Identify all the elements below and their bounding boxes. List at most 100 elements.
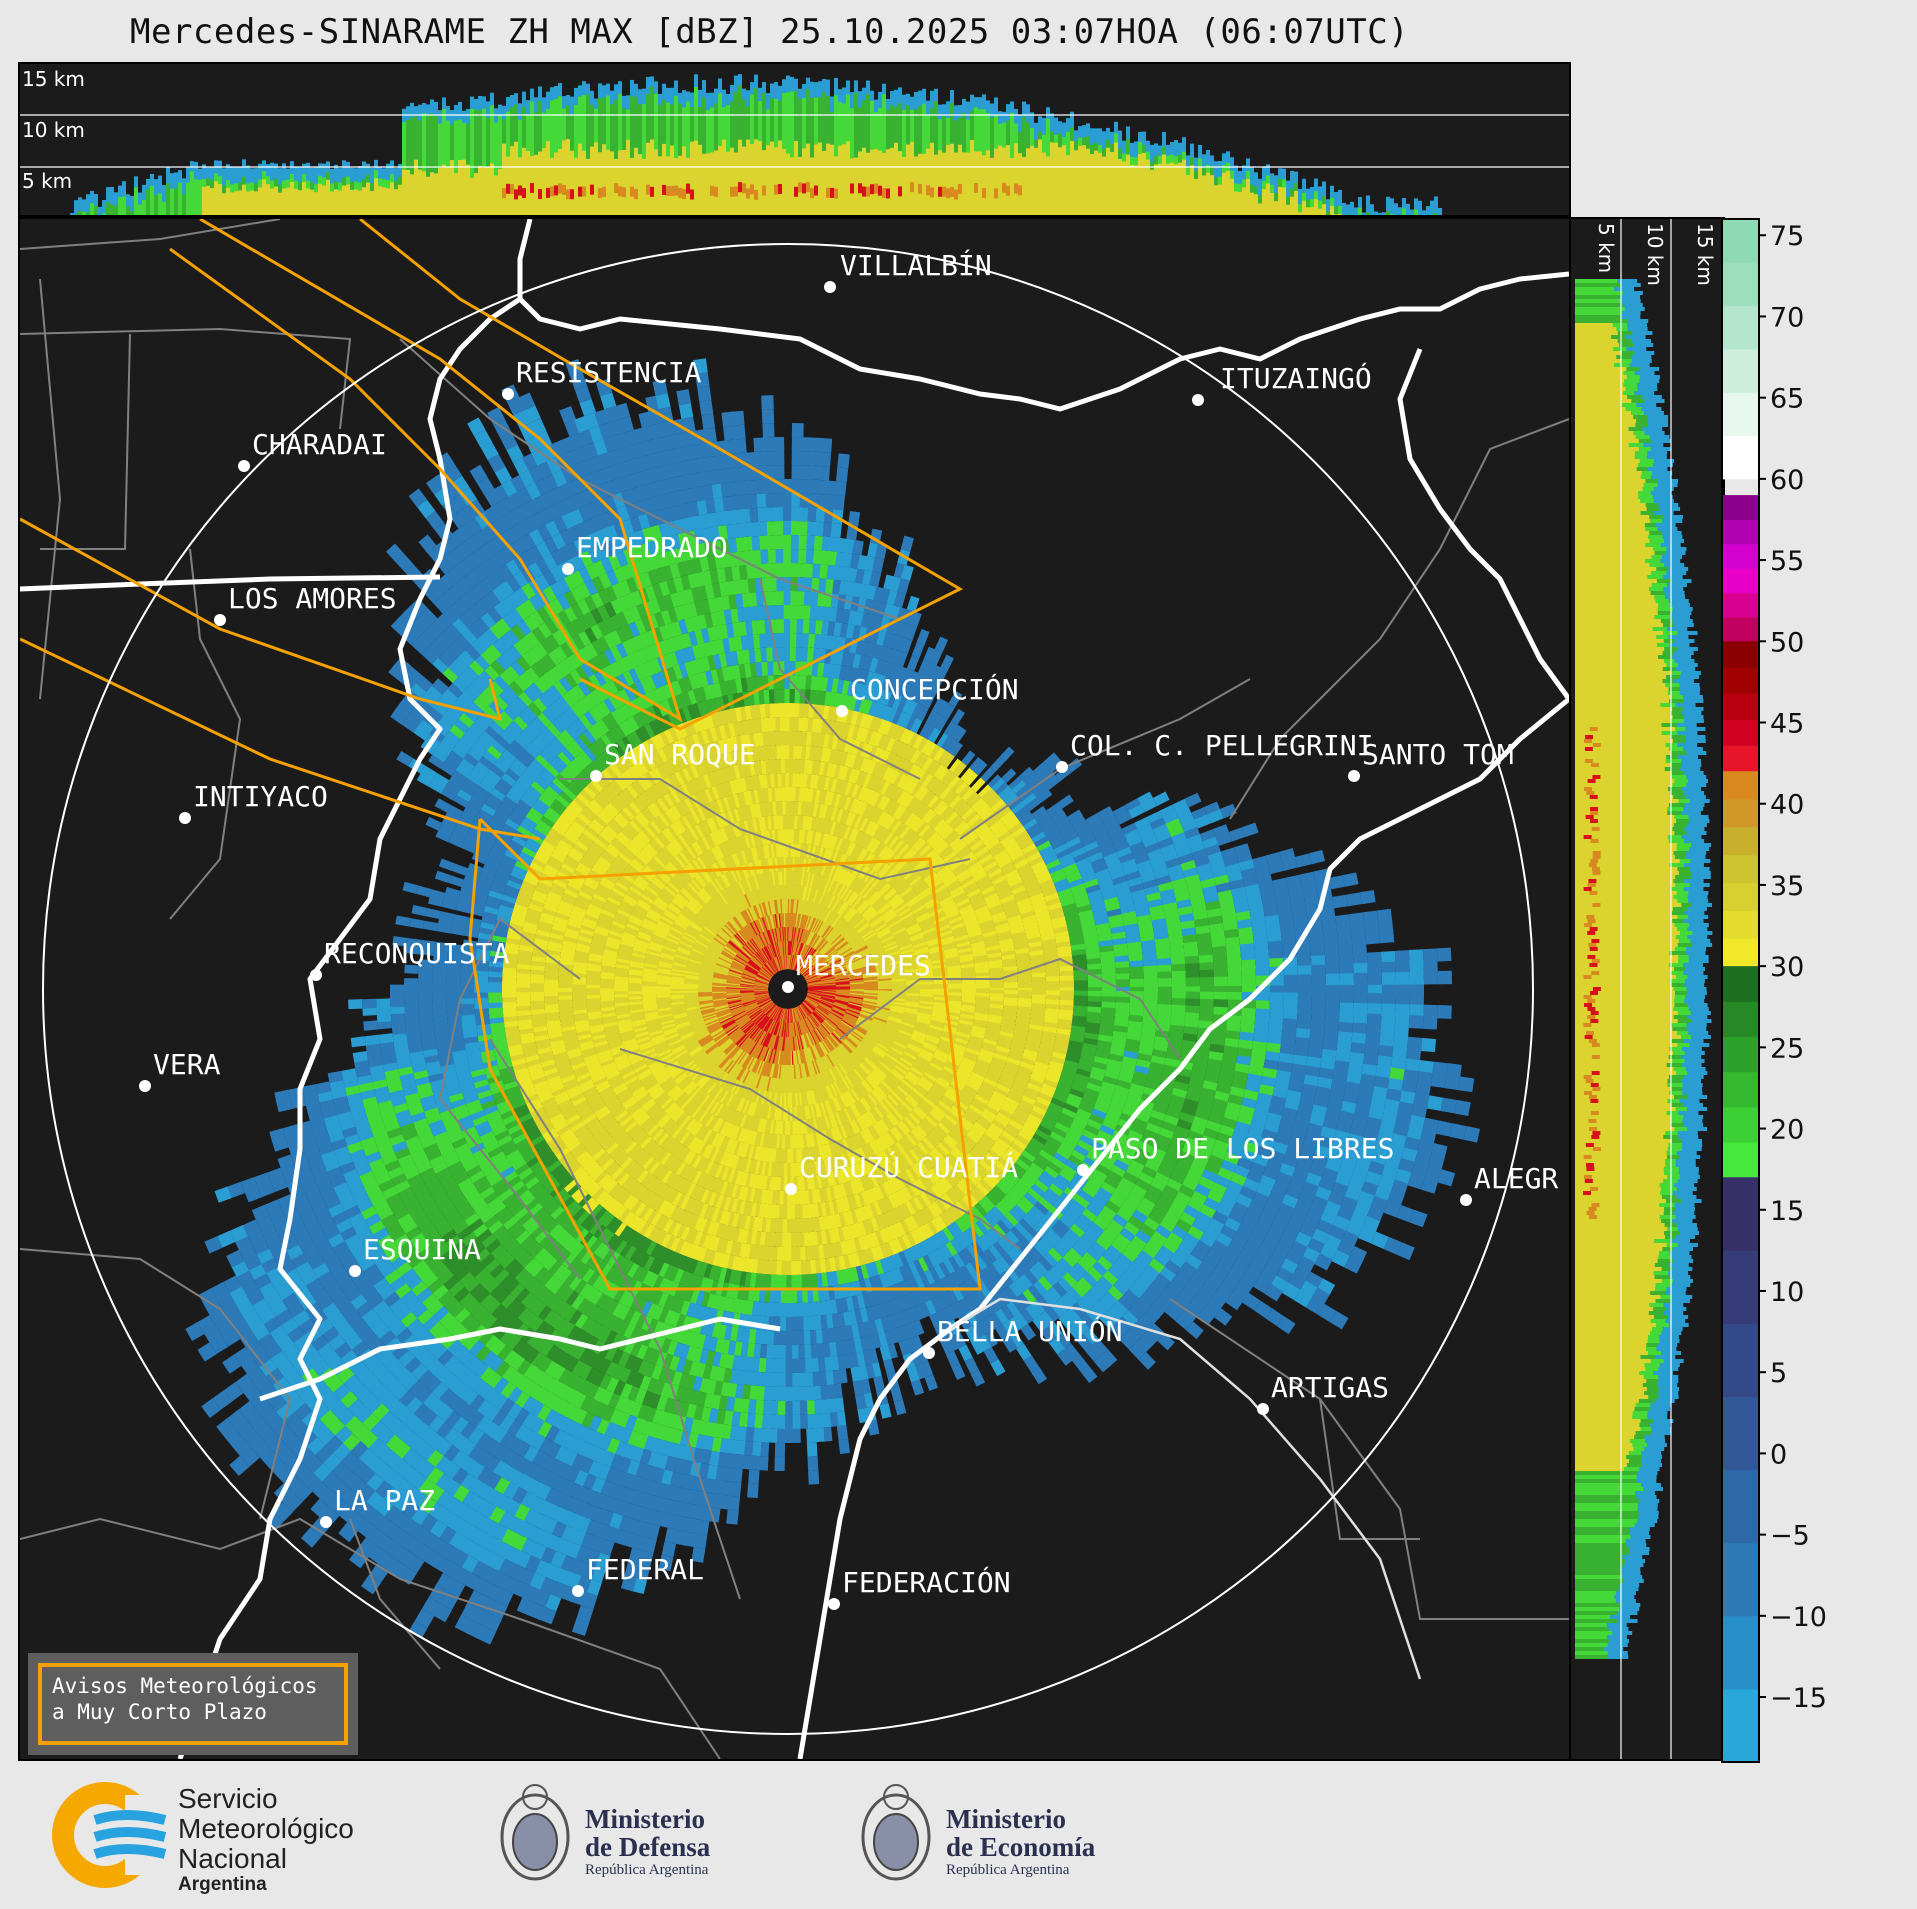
height-label-5km: 5 km	[22, 169, 72, 193]
place-label: SANTO TOM	[1362, 738, 1514, 771]
colorbar-band-3-2	[1722, 882, 1759, 911]
height-label-10km: 10 km	[22, 118, 85, 142]
place-label: LA PAZ	[334, 1484, 435, 1517]
colorbar-band-5-0	[1722, 1688, 1759, 1763]
colorbar-band-2-4	[1722, 641, 1759, 668]
economia-logo-text: Ministerio de Economía República Argenti…	[946, 1805, 1095, 1879]
colorbar-band-1-5	[1722, 495, 1759, 520]
place-marker	[590, 770, 602, 782]
colorbar-band-3-6	[1722, 771, 1759, 800]
place-marker	[1257, 1403, 1269, 1415]
place-label: BELLA UNIÓN	[937, 1314, 1122, 1348]
place-label: ALEGR	[1474, 1162, 1558, 1195]
colorbar-tick-label: 45	[1770, 709, 1804, 740]
colorbar-band-5-3	[1722, 1469, 1759, 1544]
colorbar-tick-label: 25	[1770, 1033, 1804, 1064]
colorbar-band-3-3	[1722, 854, 1759, 884]
colorbar-band-3-5	[1722, 799, 1759, 828]
place-label: ITUZAINGÓ	[1220, 361, 1372, 395]
coat-of-arms-icon-2	[861, 1784, 931, 1881]
place-label: FEDERACIÓN	[842, 1565, 1011, 1599]
colorbar-tick-label: 60	[1770, 465, 1804, 496]
place-label: LOS AMORES	[228, 582, 397, 615]
radar-map-canvas[interactable]: VILLALBÍN RESISTENCIA CHARADAI ITUZAINGÓ EMP…	[20, 219, 1569, 1759]
warning-legend-box: Avisos Meteorológicos a Muy Corto Plazo	[28, 1653, 358, 1755]
colorbar-band-5-6	[1722, 1250, 1759, 1324]
colorbar-band-3-1	[1722, 910, 1759, 939]
colorbar-band-5-7	[1722, 1177, 1759, 1251]
province-borders	[20, 219, 1569, 1759]
place-marker	[1077, 1164, 1089, 1176]
place-label: ESQUINA	[363, 1233, 481, 1266]
place-label: EMPEDRADO	[576, 531, 728, 564]
place-label: COL. C. PELLEGRINI	[1070, 729, 1373, 762]
range-ring	[42, 243, 1534, 1735]
place-marker	[785, 1183, 797, 1195]
radar-map[interactable]: VILLALBÍN RESISTENCIA CHARADAI ITUZAINGÓ EMP…	[18, 217, 1571, 1761]
smn-line2: Meteorológico	[178, 1813, 354, 1844]
place-label: SAN ROQUE	[604, 738, 756, 771]
place-marker	[1348, 770, 1360, 782]
economia-line2: de Economía	[946, 1832, 1096, 1862]
colorbar-band-5-5	[1722, 1323, 1759, 1398]
place-label: CHARADAI	[252, 428, 387, 461]
top-cross-section-canvas: 15 km 10 km 5 km	[20, 67, 1569, 215]
smn-line1: Servicio	[178, 1783, 278, 1814]
defensa-line2: de Defensa	[585, 1832, 711, 1862]
colorbar-bands	[1722, 219, 1759, 1763]
place-label: CURUZÚ CUATIÁ	[799, 1150, 1018, 1184]
colorbar-tick-label: 75	[1770, 221, 1804, 252]
side-height-label-15km: 15 km	[1693, 223, 1717, 286]
colorbar-tick-label: 55	[1770, 546, 1804, 577]
colorbar-band-5-4	[1722, 1396, 1759, 1471]
colorbar-tick-label: 5	[1770, 1358, 1787, 1389]
place-label: RECONQUISTA	[324, 937, 510, 970]
place-label: VILLALBÍN	[840, 248, 992, 282]
colorbar-tick-label: −5	[1770, 1521, 1810, 1552]
colorbar-band-2-0	[1722, 745, 1759, 772]
economia-line3: República Argentina	[946, 1862, 1070, 1878]
colorbar-tick-label: 20	[1770, 1115, 1804, 1146]
place-label: PASO DE LOS LIBRES	[1091, 1132, 1394, 1165]
place-marker	[502, 388, 514, 400]
colorbar-band-5-1	[1722, 1615, 1759, 1690]
colorbar-tick-label: 30	[1770, 952, 1804, 983]
place-marker	[179, 812, 191, 824]
colorbar-band-1-3	[1722, 543, 1759, 569]
chart-title: Mercedes-SINARAME ZH MAX [dBZ] 25.10.202…	[130, 12, 1410, 52]
colorbar-band-0-0	[1722, 435, 1759, 480]
colorbar-band-0-5	[1722, 219, 1759, 263]
colorbar-tick-label: 15	[1770, 1196, 1804, 1227]
defensa-line3: República Argentina	[585, 1862, 709, 1878]
height-label-15km: 15 km	[22, 67, 85, 91]
smn-logo-icon	[52, 1782, 167, 1888]
place-marker	[349, 1265, 361, 1277]
smn-line4: Argentina	[178, 1874, 267, 1895]
place-marker	[836, 705, 848, 717]
colorbar-band-4-2	[1722, 1071, 1759, 1108]
colorbar-band-2-1	[1722, 719, 1759, 746]
coat-of-arms-icon	[500, 1784, 570, 1881]
place-marker	[562, 563, 574, 575]
top-echo-profile	[70, 74, 1442, 215]
place-label: VERA	[153, 1048, 221, 1081]
colorbar-band-0-4	[1722, 262, 1759, 307]
warning-legend-line2: a Muy Corto Plazo	[52, 1700, 267, 1724]
side-cross-section-canvas: 5 km 10 km 15 km	[1575, 219, 1717, 1759]
colorbar-band-0-2	[1722, 348, 1759, 393]
colorbar-band-4-5	[1722, 966, 1759, 1002]
colorbar-tick-label: 0	[1770, 1439, 1787, 1470]
place-label: MERCEDES	[796, 949, 931, 982]
side-cross-section: 5 km 10 km 15 km	[1569, 217, 1725, 1761]
place-marker	[572, 1585, 584, 1597]
warning-legend-frame: Avisos Meteorológicos a Muy Corto Plazo	[38, 1663, 348, 1745]
place-marker	[782, 981, 794, 993]
uruguay-border	[949, 1297, 1422, 1680]
colorbar-tick-label: −15	[1770, 1683, 1827, 1714]
colorbar-tick-label: 70	[1770, 302, 1804, 333]
place-label: RESISTENCIA	[516, 356, 702, 389]
colorbar-tick-label: 35	[1770, 871, 1804, 902]
colorbar-band-4-4	[1722, 1001, 1759, 1038]
place-label: INTIYACO	[193, 780, 328, 813]
